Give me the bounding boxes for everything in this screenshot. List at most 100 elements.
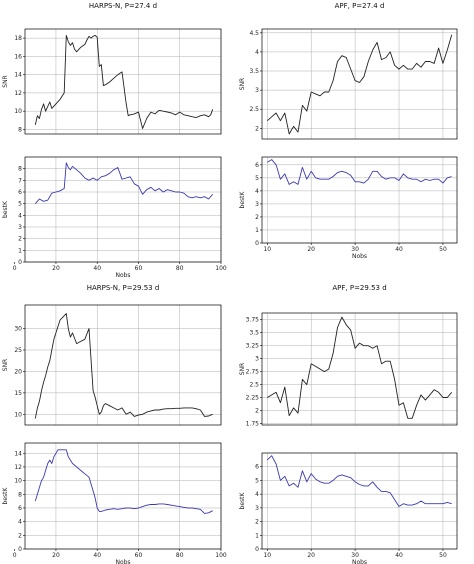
series-line bbox=[266, 455, 452, 507]
y-tick-label: 12 bbox=[14, 464, 22, 471]
y-tick-label: 6 bbox=[255, 464, 259, 471]
y-tick-label: 5 bbox=[255, 175, 259, 182]
series-line bbox=[267, 159, 452, 185]
chart-title: APF, P=29.53 d bbox=[332, 284, 386, 292]
x-tick-label: 100 bbox=[215, 265, 227, 272]
series-line bbox=[34, 449, 213, 514]
x-tick-label: 40 bbox=[395, 246, 403, 253]
y-tick-label: 2.5 bbox=[249, 382, 259, 389]
y-axis-label: bestK bbox=[2, 486, 9, 504]
plot-frame bbox=[24, 304, 222, 426]
chart-apf-27-snr: 2 2.5 3 3.5 4 4.5 APF, P=27.4 d SNR bbox=[239, 2, 458, 140]
plot-frame bbox=[24, 442, 222, 550]
x-tick-label: 0 bbox=[13, 552, 17, 559]
y-tick-label: 8 bbox=[18, 166, 22, 173]
y-tick-label: 10 bbox=[14, 108, 22, 115]
series-line bbox=[34, 313, 213, 419]
series-line bbox=[267, 34, 453, 135]
x-axis-label: Nobs bbox=[115, 272, 130, 279]
y-tick-label: 4 bbox=[18, 519, 22, 526]
y-tick-label: 10 bbox=[14, 411, 22, 418]
y-axis-label: SNR bbox=[2, 359, 9, 371]
y-tick-label: 18 bbox=[14, 35, 22, 42]
x-tick-label: 20 bbox=[307, 552, 315, 559]
y-tick-label: 14 bbox=[14, 450, 22, 457]
chart-title: HARPS-N, P=27.4 d bbox=[89, 2, 157, 10]
y-tick-label: 1 bbox=[18, 247, 22, 254]
x-tick-label: 40 bbox=[93, 265, 101, 272]
y-tick-label: 0 bbox=[255, 240, 259, 247]
x-tick-label: 10 bbox=[263, 552, 271, 559]
y-tick-label: 2.25 bbox=[246, 395, 260, 402]
y-tick-label: 4 bbox=[18, 212, 22, 219]
x-tick-label: 60 bbox=[135, 265, 143, 272]
x-tick-label: 20 bbox=[52, 265, 60, 272]
y-tick-label: 2 bbox=[255, 519, 259, 526]
y-tick-label: 2 bbox=[255, 214, 259, 221]
y-tick-label: 3.25 bbox=[246, 343, 260, 350]
y-tick-label: 0 bbox=[18, 546, 22, 553]
y-axis-label: bestK bbox=[239, 491, 246, 509]
x-axis-label: Nobs bbox=[352, 253, 367, 260]
y-tick-label: 1.75 bbox=[246, 420, 260, 427]
plot-frame bbox=[261, 312, 458, 426]
y-tick-label: 14 bbox=[14, 72, 22, 79]
series-line bbox=[34, 162, 214, 204]
y-tick-label: 15 bbox=[14, 390, 22, 397]
y-tick-label: 4 bbox=[255, 49, 259, 56]
x-tick-label: 80 bbox=[176, 265, 184, 272]
y-tick-label: 2 bbox=[255, 407, 259, 414]
y-tick-label: 3.5 bbox=[249, 330, 259, 337]
x-tick-label: 100 bbox=[215, 552, 227, 559]
plot-frame bbox=[261, 156, 458, 244]
x-tick-label: 40 bbox=[93, 552, 101, 559]
y-tick-label: 3 bbox=[255, 505, 259, 512]
y-axis-label: bestK bbox=[239, 190, 246, 208]
y-tick-label: 2 bbox=[18, 532, 22, 539]
y-tick-label: 2.75 bbox=[246, 369, 260, 376]
x-tick-label: 20 bbox=[52, 552, 60, 559]
y-tick-label: 6 bbox=[255, 162, 259, 169]
y-tick-label: 30 bbox=[14, 326, 22, 333]
y-tick-label: 6 bbox=[18, 505, 22, 512]
x-tick-label: 50 bbox=[439, 552, 447, 559]
y-tick-label: 3 bbox=[255, 356, 259, 363]
plot-frame bbox=[24, 28, 222, 135]
y-tick-label: 2 bbox=[255, 125, 259, 132]
x-axis-label: Nobs bbox=[352, 559, 367, 564]
chart-apf-29-bestk: 0 1 2 3 4 5 6 10 20 30 40 50 bestK Nobs bbox=[239, 452, 458, 564]
y-tick-label: 8 bbox=[18, 126, 22, 133]
chart-title: APF, P=27.4 d bbox=[335, 2, 385, 10]
plot-frame bbox=[261, 452, 458, 550]
plot-frame bbox=[24, 156, 222, 263]
y-tick-label: 6 bbox=[18, 189, 22, 196]
chart-apf-27-bestk: 0 1 2 3 4 5 6 10 20 30 40 50 bestK Nobs bbox=[239, 156, 458, 260]
y-tick-label: 4 bbox=[255, 188, 259, 195]
x-tick-label: 80 bbox=[176, 552, 184, 559]
y-tick-label: 0 bbox=[255, 546, 259, 553]
y-tick-label: 2 bbox=[18, 236, 22, 243]
y-tick-label: 0 bbox=[18, 259, 22, 266]
y-tick-label: 7 bbox=[18, 177, 22, 184]
y-tick-label: 3.75 bbox=[246, 317, 260, 324]
series-line bbox=[34, 34, 214, 129]
x-tick-label: 10 bbox=[263, 246, 271, 253]
chart-harpsn-29-snr: 10 15 20 25 30 HARPS-N, P=29.53 d SNR bbox=[2, 284, 222, 426]
series-line bbox=[267, 316, 453, 419]
y-tick-label: 4 bbox=[255, 491, 259, 498]
y-axis-label: bestK bbox=[2, 200, 9, 218]
plot-frame bbox=[261, 28, 458, 140]
y-tick-label: 3.5 bbox=[249, 68, 259, 75]
y-tick-label: 12 bbox=[14, 90, 22, 97]
y-tick-label: 16 bbox=[14, 53, 22, 60]
x-tick-label: 30 bbox=[351, 552, 359, 559]
y-tick-label: 20 bbox=[14, 368, 22, 375]
x-tick-label: 40 bbox=[395, 552, 403, 559]
y-tick-label: 1 bbox=[255, 227, 259, 234]
y-tick-label: 1 bbox=[255, 532, 259, 539]
y-tick-label: 8 bbox=[18, 491, 22, 498]
y-tick-label: 5 bbox=[255, 477, 259, 484]
y-tick-label: 25 bbox=[14, 347, 22, 354]
